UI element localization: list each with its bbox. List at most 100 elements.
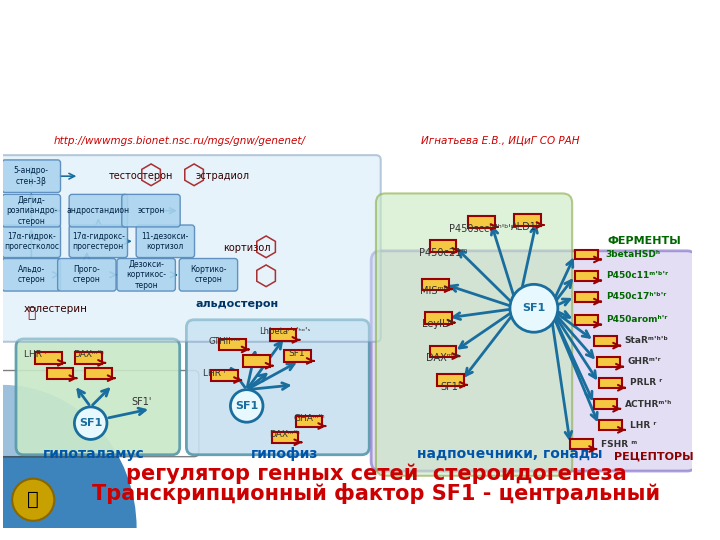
Text: 11-дезокси-
кортизол: 11-дезокси- кортизол xyxy=(142,232,189,251)
Circle shape xyxy=(74,407,107,440)
FancyBboxPatch shape xyxy=(0,155,381,342)
FancyBboxPatch shape xyxy=(69,194,127,227)
Text: ФЕРМЕНТЫ: ФЕРМЕНТЫ xyxy=(607,237,681,246)
FancyBboxPatch shape xyxy=(16,339,180,455)
FancyBboxPatch shape xyxy=(179,259,238,291)
FancyBboxPatch shape xyxy=(371,251,697,471)
Text: 17α-гидрок-
прогестколос: 17α-гидрок- прогестколос xyxy=(4,232,59,251)
Text: SF1': SF1' xyxy=(132,397,152,407)
Text: GHRᵐ'ʳ: GHRᵐ'ʳ xyxy=(628,357,661,367)
Text: DAXᵐ'ʰ: DAXᵐ'ʰ xyxy=(73,350,104,360)
Text: ⬡: ⬡ xyxy=(139,162,163,190)
Text: 17α-гидрокс-
прогестерон: 17α-гидрокс- прогестерон xyxy=(72,232,125,251)
FancyBboxPatch shape xyxy=(570,440,593,449)
Text: Альдо-
стерон: Альдо- стерон xyxy=(17,265,45,285)
FancyBboxPatch shape xyxy=(211,369,238,381)
Text: DAXᵐ'ʰ: DAXᵐ'ʰ xyxy=(426,353,459,363)
FancyBboxPatch shape xyxy=(437,374,464,386)
FancyBboxPatch shape xyxy=(85,368,112,379)
FancyBboxPatch shape xyxy=(76,352,102,364)
FancyBboxPatch shape xyxy=(599,420,622,430)
Text: LeyILᵐ: LeyILᵐ xyxy=(423,319,454,329)
Text: холестерин: холестерин xyxy=(23,303,87,314)
Text: Игнатьева Е.В., ИЦиГ СО РАН: Игнатьева Е.В., ИЦиГ СО РАН xyxy=(421,136,580,146)
Circle shape xyxy=(230,390,263,422)
FancyBboxPatch shape xyxy=(430,346,456,357)
Text: тестостерон: тестостерон xyxy=(109,171,174,181)
Text: P450aromʰ'ʳ: P450aromʰ'ʳ xyxy=(606,315,667,325)
FancyBboxPatch shape xyxy=(430,240,456,252)
Text: P450c21ᵐ: P450c21ᵐ xyxy=(419,247,467,258)
FancyBboxPatch shape xyxy=(270,329,297,341)
Text: StaRᵐ'ʰ'ᵇ: StaRᵐ'ʰ'ᵇ xyxy=(625,336,669,346)
Text: гипоталамус: гипоталамус xyxy=(42,447,145,461)
FancyBboxPatch shape xyxy=(284,350,311,362)
Text: гипофиз: гипофиз xyxy=(251,447,319,461)
FancyBboxPatch shape xyxy=(35,352,62,364)
FancyBboxPatch shape xyxy=(58,259,116,291)
Text: http://wwwmgs.bionet.nsc.ru/mgs/gnw/genenet/: http://wwwmgs.bionet.nsc.ru/mgs/gnw/gene… xyxy=(54,136,306,146)
Text: ACTHRᵐ'ʰ: ACTHRᵐ'ʰ xyxy=(625,400,672,409)
Text: LHR ʳ: LHR ʳ xyxy=(204,369,227,377)
FancyBboxPatch shape xyxy=(2,160,60,192)
Text: GTHIIᶜʰˢ: GTHIIᶜʰˢ xyxy=(209,337,240,346)
Text: MISᵐ'ʰ: MISᵐ'ʰ xyxy=(420,286,450,296)
Text: андростандион: андростандион xyxy=(67,206,130,215)
FancyBboxPatch shape xyxy=(594,336,617,346)
FancyBboxPatch shape xyxy=(2,225,60,258)
Text: кортизол: кортизол xyxy=(223,243,271,253)
Text: GHAᵐ'ʰ: GHAᵐ'ʰ xyxy=(293,414,325,423)
Text: DAXᵐ'ʰ: DAXᵐ'ʰ xyxy=(269,430,300,439)
FancyBboxPatch shape xyxy=(575,271,598,281)
Text: регулятор генных сетей  стероидогенеза: регулятор генных сетей стероидогенеза xyxy=(125,464,626,484)
FancyBboxPatch shape xyxy=(575,250,598,259)
FancyBboxPatch shape xyxy=(468,217,495,228)
FancyBboxPatch shape xyxy=(219,339,246,350)
Text: SF1': SF1' xyxy=(441,382,461,392)
FancyBboxPatch shape xyxy=(69,225,127,258)
FancyBboxPatch shape xyxy=(117,259,176,291)
FancyBboxPatch shape xyxy=(271,432,298,443)
Text: Дегид-
роэпиандро-
стерон: Дегид- роэпиандро- стерон xyxy=(6,195,57,226)
Text: 3betaHSDʰ: 3betaHSDʰ xyxy=(606,250,661,259)
FancyBboxPatch shape xyxy=(2,259,60,291)
FancyBboxPatch shape xyxy=(575,292,598,302)
FancyBboxPatch shape xyxy=(2,194,60,227)
Text: Транскрипционный фактор SF1 - центральный: Транскрипционный фактор SF1 - центральны… xyxy=(92,483,660,503)
Circle shape xyxy=(510,285,558,332)
Text: SF1': SF1' xyxy=(288,349,307,359)
Text: 🧬: 🧬 xyxy=(27,306,35,320)
FancyBboxPatch shape xyxy=(122,194,180,227)
Text: Lhbetaʳ'ᵇ'ʰᵒ'ˢ: Lhbetaʳ'ᵇ'ʰᵒ'ˢ xyxy=(259,327,311,336)
FancyBboxPatch shape xyxy=(47,368,73,379)
Text: эстрадиол: эстрадиол xyxy=(196,171,250,181)
Text: альдостерон: альдостерон xyxy=(196,299,279,308)
Text: FSHR ᵐ: FSHR ᵐ xyxy=(601,440,637,449)
Text: Прого-
стерон: Прого- стерон xyxy=(73,265,101,285)
Text: Кортико-
стерон: Кортико- стерон xyxy=(190,265,227,285)
Text: Дезокси-
кортикос-
терон: Дезокси- кортикос- терон xyxy=(126,260,166,289)
Text: 5-андро-
стен-3β: 5-андро- стен-3β xyxy=(14,166,49,186)
Text: ⬡: ⬡ xyxy=(182,162,206,190)
FancyBboxPatch shape xyxy=(186,320,369,455)
FancyBboxPatch shape xyxy=(422,279,449,290)
FancyBboxPatch shape xyxy=(597,357,620,367)
Text: ⬡: ⬡ xyxy=(253,235,278,263)
Circle shape xyxy=(12,478,54,521)
FancyBboxPatch shape xyxy=(594,399,617,409)
Text: LHR ʳ: LHR ʳ xyxy=(24,350,48,360)
FancyBboxPatch shape xyxy=(599,378,622,388)
Text: ALD1ᵐ: ALD1ᵐ xyxy=(511,222,543,232)
Text: LHR ʳ: LHR ʳ xyxy=(629,421,656,430)
FancyBboxPatch shape xyxy=(0,370,199,457)
Text: 🏛: 🏛 xyxy=(27,490,39,509)
Text: РЕЦЕПТОРЫ: РЕЦЕПТОРЫ xyxy=(613,451,693,462)
Ellipse shape xyxy=(0,385,137,540)
Text: P450c17ʰ'ᵇ'ʳ: P450c17ʰ'ᵇ'ʳ xyxy=(606,292,666,301)
FancyBboxPatch shape xyxy=(514,214,541,226)
FancyBboxPatch shape xyxy=(295,415,323,427)
FancyBboxPatch shape xyxy=(575,315,598,325)
FancyBboxPatch shape xyxy=(136,225,194,258)
Text: SF1: SF1 xyxy=(79,418,102,428)
Text: P450sccᵐ'ʰ'ᵇ'ʳ: P450sccᵐ'ʰ'ᵇ'ʳ xyxy=(449,224,513,234)
